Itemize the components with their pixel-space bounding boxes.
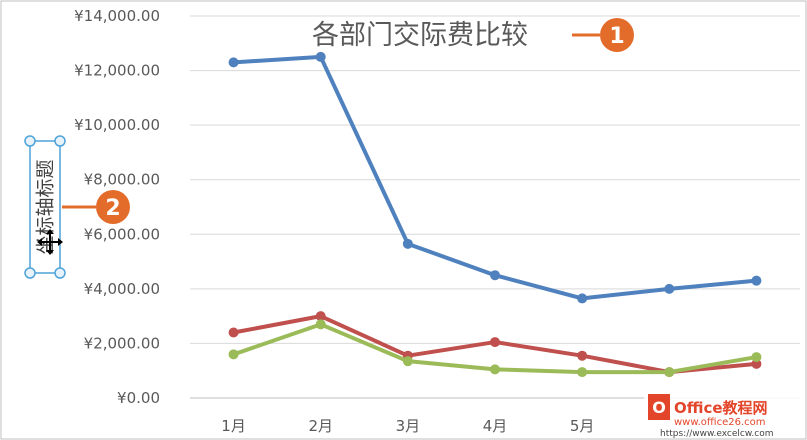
y-tick-label: ¥8,000.00: [84, 171, 160, 189]
series-layer[interactable]: [228, 51, 762, 378]
watermark-url-2: https://www.excelcw.com: [660, 429, 773, 439]
x-tick-label: 3月: [396, 417, 421, 435]
watermark-backdrop: [644, 390, 804, 438]
data-point[interactable]: [402, 238, 413, 249]
y-tick-label: ¥10,000.00: [74, 116, 160, 134]
watermark-url: www.office26.com: [674, 417, 766, 428]
office-logo-icon: [648, 394, 670, 420]
callout-2-circle: [96, 190, 130, 224]
callout-1: 1: [572, 18, 634, 52]
data-point[interactable]: [577, 293, 588, 304]
resize-handle-bottom-right[interactable]: [54, 267, 66, 279]
series-3[interactable]: [228, 319, 762, 378]
data-point[interactable]: [751, 352, 762, 363]
y-tick-label: ¥4,000.00: [84, 280, 160, 298]
x-tick-label: 2月: [308, 417, 333, 435]
data-point[interactable]: [228, 349, 239, 360]
y-tick-label: ¥2,000.00: [84, 334, 160, 352]
data-point[interactable]: [577, 350, 588, 361]
data-point[interactable]: [228, 57, 239, 68]
data-point[interactable]: [315, 51, 326, 62]
series-1[interactable]: [228, 51, 762, 304]
watermark-logo-text: Office教程网: [674, 399, 768, 417]
axis-title-frame: [29, 140, 61, 274]
callout-1-circle: [600, 18, 634, 52]
move-cursor-icon: [37, 229, 63, 255]
y-axis-title[interactable]: 坐标轴标题: [35, 159, 57, 254]
y-tick-label: ¥6,000.00: [84, 225, 160, 243]
data-point[interactable]: [664, 283, 675, 294]
data-point[interactable]: [490, 337, 500, 348]
axis-title-selection[interactable]: 坐标轴标题: [24, 135, 66, 279]
data-point[interactable]: [228, 327, 239, 338]
y-tick-label: ¥14,000.00: [74, 7, 160, 25]
data-point[interactable]: [490, 270, 500, 281]
data-point[interactable]: [751, 275, 762, 286]
data-point[interactable]: [664, 367, 675, 378]
x-tick-label: 4月: [483, 417, 508, 435]
x-tick-label: 5月: [570, 417, 595, 435]
callout-2-number: 2: [105, 196, 120, 221]
data-point[interactable]: [315, 311, 326, 322]
data-point[interactable]: [402, 356, 413, 367]
y-tick-label: ¥12,000.00: [74, 62, 160, 80]
x-axis-tick-labels: 1月 2月 3月 4月 5月: [221, 417, 594, 435]
data-point[interactable]: [490, 364, 500, 375]
chart-title[interactable]: 各部门交际费比较: [312, 20, 528, 51]
svg-text:O: O: [652, 398, 666, 417]
resize-handle-top-left[interactable]: [24, 135, 36, 147]
watermark: O Office教程网 www.office26.com https://www…: [644, 390, 804, 439]
callout-1-number: 1: [609, 24, 624, 49]
resize-handle-bottom-left[interactable]: [24, 267, 36, 279]
data-point[interactable]: [315, 319, 326, 330]
y-axis-tick-labels: ¥0.00 ¥2,000.00 ¥4,000.00 ¥6,000.00 ¥8,000.0…: [74, 7, 160, 407]
y-tick-label: ¥0.00: [117, 389, 160, 407]
resize-handle-top-right[interactable]: [54, 135, 66, 147]
callout-2: 2: [62, 190, 130, 224]
x-tick-label: 1月: [221, 417, 246, 435]
data-point[interactable]: [577, 367, 588, 378]
